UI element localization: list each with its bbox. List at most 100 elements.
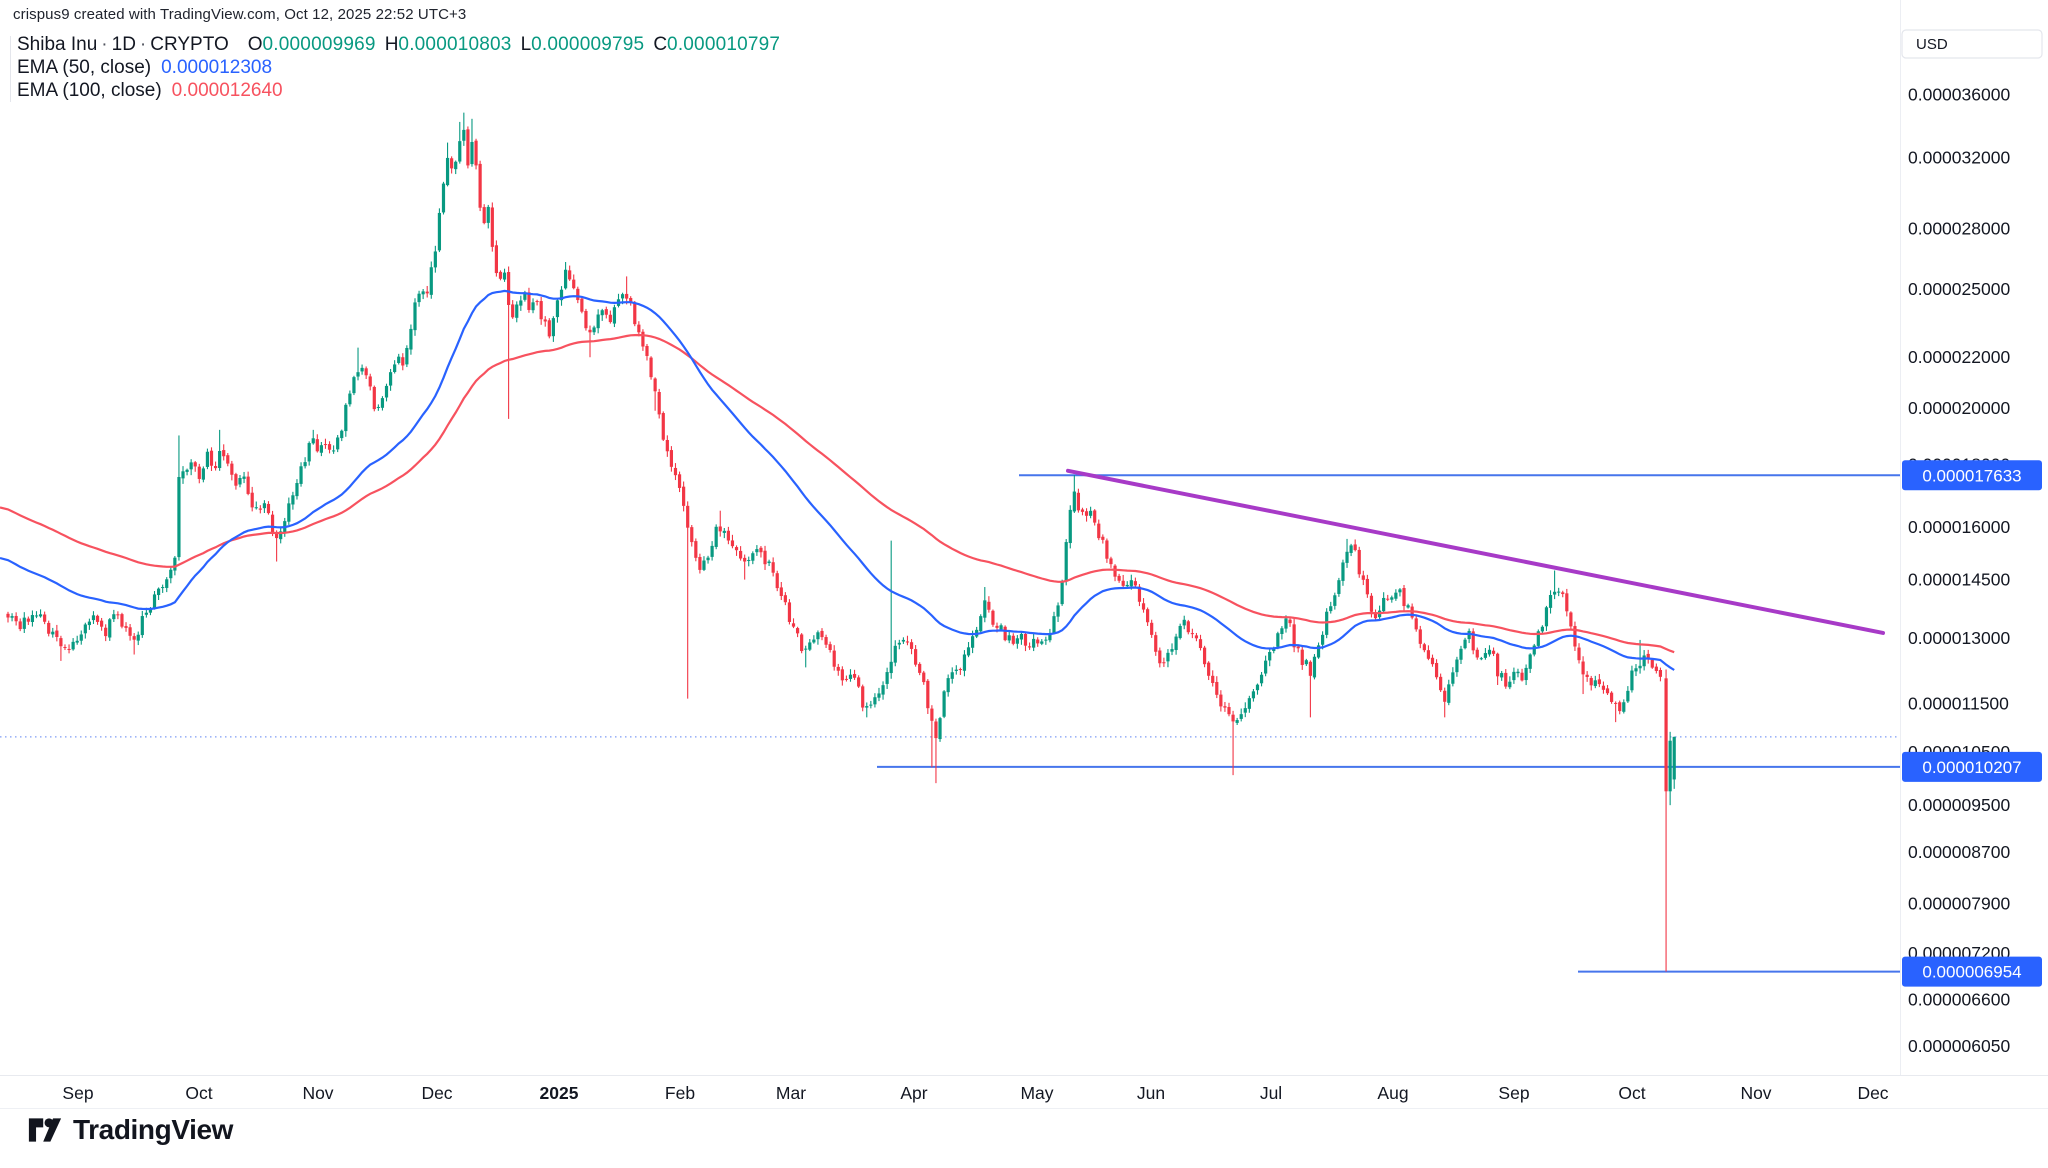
candle [18,618,22,632]
candle [531,298,535,314]
ohlc-readout: O0.000009969 H0.000010803 L0.000009795 C0.0… [239,34,780,55]
candle [1349,543,1353,557]
chart-overlay-lines-under [0,474,1900,973]
legend-symbol-row[interactable]: Shiba Inu · 1D · CRYPTO O0.000009969 H0.000010… [17,33,780,56]
price-axis-label: 0.000006050 [1908,1036,2010,1056]
price-axis-label: 0.000032000 [1908,147,2010,167]
descending-trendline[interactable] [1066,468,1885,635]
candle [177,435,181,561]
candle [584,308,588,331]
open-label: O [247,34,263,55]
candle [714,524,718,550]
candle [600,308,604,321]
legend-ema100-row[interactable]: EMA (100, close) 0.000012640 [17,79,780,102]
candle [1251,689,1256,702]
candle [502,268,507,282]
time-axis[interactable]: Sep Oct Nov Dec 2025 Feb Mar Apr May Jun Jul Aug Sep… [62,1083,1888,1103]
candle [222,444,226,461]
candle [832,645,836,671]
candle [661,411,665,441]
candle [633,300,637,327]
candle [75,635,79,645]
candle [1146,607,1150,626]
candle [327,441,332,454]
candle [87,618,91,630]
candle [771,557,775,577]
candle [767,559,771,567]
candle [665,435,669,457]
candle [686,501,690,699]
candle [1023,631,1028,652]
candle [572,274,576,290]
candle [1003,625,1007,642]
candle [230,460,234,481]
candle [787,599,792,625]
candle [897,639,901,650]
candle [287,497,291,525]
candle [1532,643,1536,657]
candle [596,309,600,334]
candle [209,447,214,471]
candle [417,290,421,307]
candle [466,126,470,169]
candle [828,641,832,653]
ema100-line[interactable] [0,333,1675,654]
candle [559,286,564,306]
time-axis-label: 2025 [540,1083,579,1103]
price-axis[interactable]: 0.000036000 0.000032000 0.000028000 0.00002… [1908,85,2010,1056]
candle [336,434,340,453]
candle [401,353,405,371]
price-badge: 0.000017633 [1902,460,2042,491]
candle [1589,675,1593,691]
ema50-line[interactable] [0,289,1675,671]
price-axis-label: 0.000008700 [1908,842,2010,862]
candle [1337,577,1341,597]
candle [1593,675,1597,689]
candle [1044,636,1048,645]
candle [181,466,185,484]
candle [966,642,971,658]
candle [360,364,364,375]
candle [6,611,10,623]
candle [429,261,433,299]
candle [372,385,376,412]
candle [1027,642,1032,650]
tradingview-logo[interactable]: TradingView [28,1114,233,1146]
candle [1207,661,1211,681]
candle [779,582,783,601]
candle [1093,509,1097,526]
candle [258,505,262,514]
candle [1672,736,1676,789]
candle [43,611,47,625]
candle [165,577,169,593]
candle [893,640,897,667]
candle [1341,559,1345,586]
svg-text:0.000010207: 0.000010207 [1922,758,2021,777]
candle [1268,648,1272,667]
tradingview-logo-text: TradingView [73,1114,234,1145]
candle [568,265,572,281]
candle [59,635,63,661]
close-label: C [653,34,668,55]
candle [1316,642,1321,659]
time-axis-label: Aug [1377,1083,1408,1103]
candle [1626,686,1630,703]
candle [1373,609,1378,622]
candle [543,316,547,327]
candle [1361,570,1365,586]
currency-chip[interactable]: USD [1901,29,2043,59]
candle [1528,653,1532,673]
candle [136,631,140,646]
candle [1052,611,1056,635]
candle [279,526,283,544]
candle [1475,647,1479,660]
candle [1121,574,1125,589]
candle [197,463,201,484]
legend-ema50-row[interactable]: EMA (50, close) 0.000012308 [17,56,780,79]
candle [311,429,315,445]
candle [783,592,787,606]
candle [669,446,674,472]
candle [1109,556,1113,568]
candle [413,298,417,336]
